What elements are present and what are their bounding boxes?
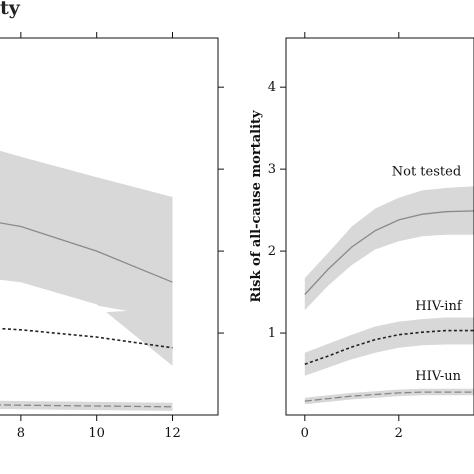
left-confidence-band-0 <box>0 150 173 366</box>
left-series-line-solid <box>0 222 173 283</box>
right-series-line-dotted <box>304 329 474 365</box>
left-series-line-dashed <box>0 404 173 408</box>
right-confidence-band-1 <box>304 317 474 376</box>
right-series-label: HIV-un <box>415 369 461 384</box>
left-plot-frame <box>0 37 219 416</box>
left-series-line-dotted <box>0 327 173 349</box>
left-band-gap <box>0 288 127 319</box>
right-y-tick-label: 1 <box>268 326 276 341</box>
right-series-label: Not tested <box>392 165 461 180</box>
right-series-line-dashed <box>304 391 474 402</box>
left-x-tick-label: 12 <box>164 426 181 441</box>
left-x-tick-label: 8 <box>17 426 25 441</box>
right-y-axis-label: Risk of all-cause mortality <box>249 110 264 303</box>
right-x-tick-label: 0 <box>301 426 309 441</box>
right-x-tick-label: 2 <box>395 426 403 441</box>
right-confidence-band-0 <box>304 186 474 311</box>
right-y-tick-label: 3 <box>268 162 276 177</box>
right-plot-frame <box>285 37 474 416</box>
left-x-tick-label: 10 <box>88 426 105 441</box>
left-panel: 8 10 12 <box>0 32 224 441</box>
right-series-line-solid <box>304 210 474 295</box>
right-confidence-band-2 <box>304 388 474 405</box>
right-panel: 0 2 1 2 3 4 Risk of all-cause mortality Not tes… <box>249 32 474 441</box>
figure-title-fragment: ty <box>0 0 20 19</box>
right-y-tick-label: 4 <box>268 80 276 95</box>
right-series-label: HIV-inf <box>415 299 463 314</box>
right-y-tick-label: 2 <box>268 244 276 259</box>
